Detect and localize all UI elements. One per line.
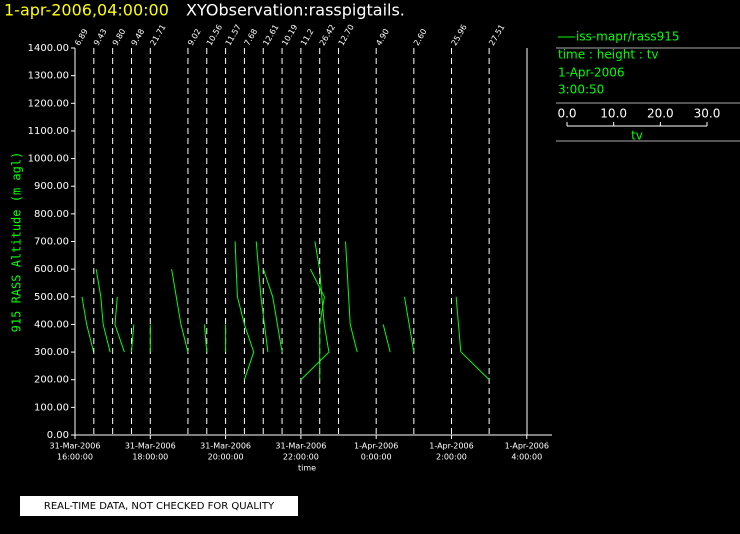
- x-tick-label: 1-Apr-2006: [505, 442, 549, 451]
- chart-subtitle: XYObservation:rasspigtails.: [186, 1, 405, 20]
- y-tick-label: 0.00: [47, 430, 69, 441]
- profile-label: 7.68: [243, 27, 260, 47]
- pigtail: [300, 241, 330, 381]
- x-tick-label: 18:00:00: [132, 453, 168, 462]
- legend-scale-tick-label: 30.0: [694, 107, 721, 121]
- profile-label: 10.56: [205, 23, 224, 47]
- y-tick-label: 600.00: [34, 264, 69, 275]
- legend-entry: iss-mapr/rass915: [576, 30, 680, 44]
- x-tick-label: 31-Mar-2006: [50, 442, 101, 451]
- y-tick-label: 1400.00: [28, 43, 69, 54]
- profile-label: 9.43: [92, 27, 109, 47]
- profile-label: 9.02: [186, 27, 203, 47]
- profile-label: 9.48: [130, 27, 147, 47]
- profile-label: 12.70: [337, 23, 356, 47]
- x-tick-label: 2:00:00: [436, 453, 467, 462]
- pigtail: [234, 241, 255, 380]
- legend-scale-tick-label: 20.0: [647, 107, 674, 121]
- y-tick-label: 1300.00: [28, 71, 69, 82]
- pigtail: [404, 296, 415, 353]
- pigtail: [130, 324, 135, 353]
- profile-label: 11.2: [299, 27, 316, 47]
- x-tick-label: 1-Apr-2006: [429, 442, 473, 451]
- x-tick-label: 0:00:00: [361, 453, 392, 462]
- pigtail: [309, 268, 325, 380]
- y-tick-label: 800.00: [34, 209, 69, 220]
- legend-scale-tick-label: 0.0: [557, 107, 576, 121]
- x-tick-label: 4:00:00: [511, 453, 542, 462]
- profile-label: 10.19: [280, 23, 299, 47]
- chart-title: 1-apr-2006,04:00:00: [4, 1, 169, 20]
- profile-label: 21.71: [148, 23, 167, 47]
- pigtail: [203, 324, 208, 353]
- y-axis-label: 915 RASS Altitude (m agl): [10, 152, 24, 333]
- pigtail: [262, 268, 283, 353]
- y-tick-label: 500.00: [34, 292, 69, 303]
- y-tick-label: 900.00: [34, 181, 69, 192]
- profile-label: 9.80: [111, 27, 128, 47]
- y-tick-label: 1000.00: [28, 154, 69, 165]
- profile-label: 6.89: [73, 27, 90, 47]
- y-tick-label: 100.00: [34, 402, 69, 413]
- x-tick-label: 16:00:00: [57, 453, 93, 462]
- pigtail: [382, 324, 391, 353]
- legend-text: time : height : tv: [558, 48, 659, 62]
- y-tick-label: 400.00: [34, 319, 69, 330]
- profile-label: 11.57: [224, 23, 243, 47]
- pigtail: [255, 241, 269, 353]
- legend-text: 3:00:50: [558, 83, 604, 97]
- pigtail: [345, 241, 358, 353]
- pigtail: [95, 269, 111, 353]
- profile-label: 27.51: [487, 23, 506, 47]
- pigtail: [81, 296, 95, 353]
- pigtail: [460, 351, 490, 381]
- legend-scale-tick-label: 10.0: [600, 107, 627, 121]
- warning-text: REAL-TIME DATA, NOT CHECKED FOR QUALITY: [44, 501, 275, 512]
- x-axis-label: time: [298, 464, 316, 473]
- profile-label: 12.61: [261, 23, 280, 47]
- warning-box: [20, 496, 298, 516]
- profile-label: 2.60: [412, 27, 429, 47]
- pigtail: [171, 269, 189, 353]
- legend-text: 1-Apr-2006: [558, 66, 625, 80]
- y-tick-label: 300.00: [34, 347, 69, 358]
- y-tick-label: 700.00: [34, 237, 69, 248]
- y-tick-label: 1100.00: [28, 126, 69, 137]
- profile-label: 26.42: [318, 23, 337, 47]
- x-tick-label: 1-Apr-2006: [354, 442, 398, 451]
- profile-label: 25.96: [450, 23, 469, 47]
- x-tick-label: 20:00:00: [208, 453, 244, 462]
- profile-label: 4.90: [374, 27, 391, 47]
- pigtail: [455, 296, 462, 353]
- x-tick-label: 31-Mar-2006: [125, 442, 176, 451]
- legend-scale-label: tv: [631, 129, 643, 143]
- y-tick-label: 200.00: [34, 375, 69, 386]
- y-tick-label: 1200.00: [28, 98, 69, 109]
- x-tick-label: 31-Mar-2006: [200, 442, 251, 451]
- x-tick-label: 31-Mar-2006: [275, 442, 326, 451]
- pigtail: [114, 296, 125, 353]
- x-tick-label: 22:00:00: [283, 453, 319, 462]
